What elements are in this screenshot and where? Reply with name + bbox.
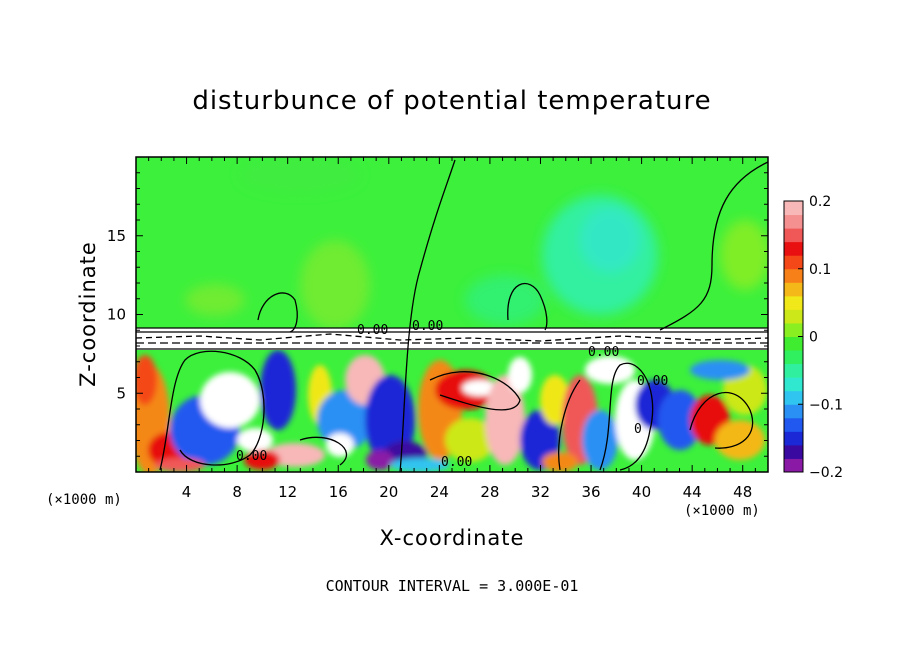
colorbar-swatch	[784, 404, 803, 419]
contour-lines	[136, 159, 768, 472]
contour-label: 0.00	[441, 455, 472, 470]
colorbar-swatch	[784, 228, 803, 243]
x-tick-label: 28	[480, 483, 499, 501]
colorbar-swatch	[784, 309, 803, 324]
colorbar-swatch	[784, 268, 803, 283]
colorbar-swatch	[784, 444, 803, 459]
colorbar-tick-label: 0.2	[809, 194, 831, 210]
colorbar-swatch	[784, 417, 803, 432]
upper-anomalies	[185, 157, 768, 330]
x-unit-label-left: (×1000 m)	[46, 492, 122, 508]
colorbar-tick-label: −0.1	[809, 397, 843, 413]
colorbar-swatch	[784, 458, 803, 473]
y-tick-label: 10	[107, 306, 126, 324]
colorbar-swatch	[784, 431, 803, 446]
x-tick-label: 24	[430, 483, 449, 501]
x-tick-label: 16	[329, 483, 348, 501]
x-tick-label: 32	[531, 483, 550, 501]
contour-label: 0.00	[412, 319, 443, 334]
colorbar-swatch	[784, 322, 803, 337]
x-axis: 4 8 12 16 20 24 28 32 36 40 44 48	[148, 157, 756, 501]
colorbar-swatch	[784, 282, 803, 297]
contour-labels: 0.00 0.00 0.00 0.00 0.00 0.00 0	[236, 319, 668, 470]
colorbar-tick-label: 0.1	[809, 262, 831, 278]
x-tick-label: 36	[581, 483, 600, 501]
contour-interval-note: CONTOUR INTERVAL = 3.000E-01	[325, 577, 579, 595]
contour-label: 0.00	[637, 374, 668, 389]
chart-title: disturbunce of potential temperature	[192, 86, 712, 116]
contour-label: 0.00	[236, 449, 267, 464]
colorbar-tick-label: 0	[809, 330, 818, 346]
colorbar-swatch	[784, 295, 803, 310]
x-unit-label-right: (×1000 m)	[684, 503, 760, 519]
contour-label: 0	[634, 422, 642, 437]
x-axis-label: X-coordinate	[379, 526, 525, 550]
contour-label: 0.00	[357, 323, 388, 338]
colorbar-swatch	[784, 255, 803, 270]
colorbar-swatch	[784, 350, 803, 365]
interface-band	[136, 328, 768, 350]
colorbar-swatch	[784, 377, 803, 392]
colorbar-swatch	[784, 201, 803, 216]
x-tick-label: 48	[733, 483, 752, 501]
x-tick-label: 20	[379, 483, 398, 501]
x-tick-label: 4	[182, 483, 192, 501]
colorbar-swatch	[784, 241, 803, 256]
x-tick-label: 12	[278, 483, 297, 501]
colorbar-swatch	[784, 214, 803, 229]
contour-label: 0.00	[588, 345, 619, 360]
y-tick-label: 5	[116, 384, 126, 402]
x-tick-label: 44	[683, 483, 702, 501]
y-axis: 5 10 15	[107, 172, 768, 457]
colorbar-tick-label: −0.2	[809, 465, 843, 481]
colorbar-swatch	[784, 363, 803, 378]
y-axis-label: Z-coordinate	[76, 241, 100, 387]
y-tick-label: 15	[107, 227, 126, 245]
x-tick-label: 8	[232, 483, 242, 501]
colorbar-swatch	[784, 336, 803, 351]
plot-area: 0.00 0.00 0.00 0.00 0.00 0.00 0	[136, 157, 768, 472]
colorbar: 0.2 0.1 0 −0.1 −0.2	[783, 194, 843, 481]
x-tick-label: 40	[632, 483, 651, 501]
colorbar-swatch	[784, 390, 803, 405]
